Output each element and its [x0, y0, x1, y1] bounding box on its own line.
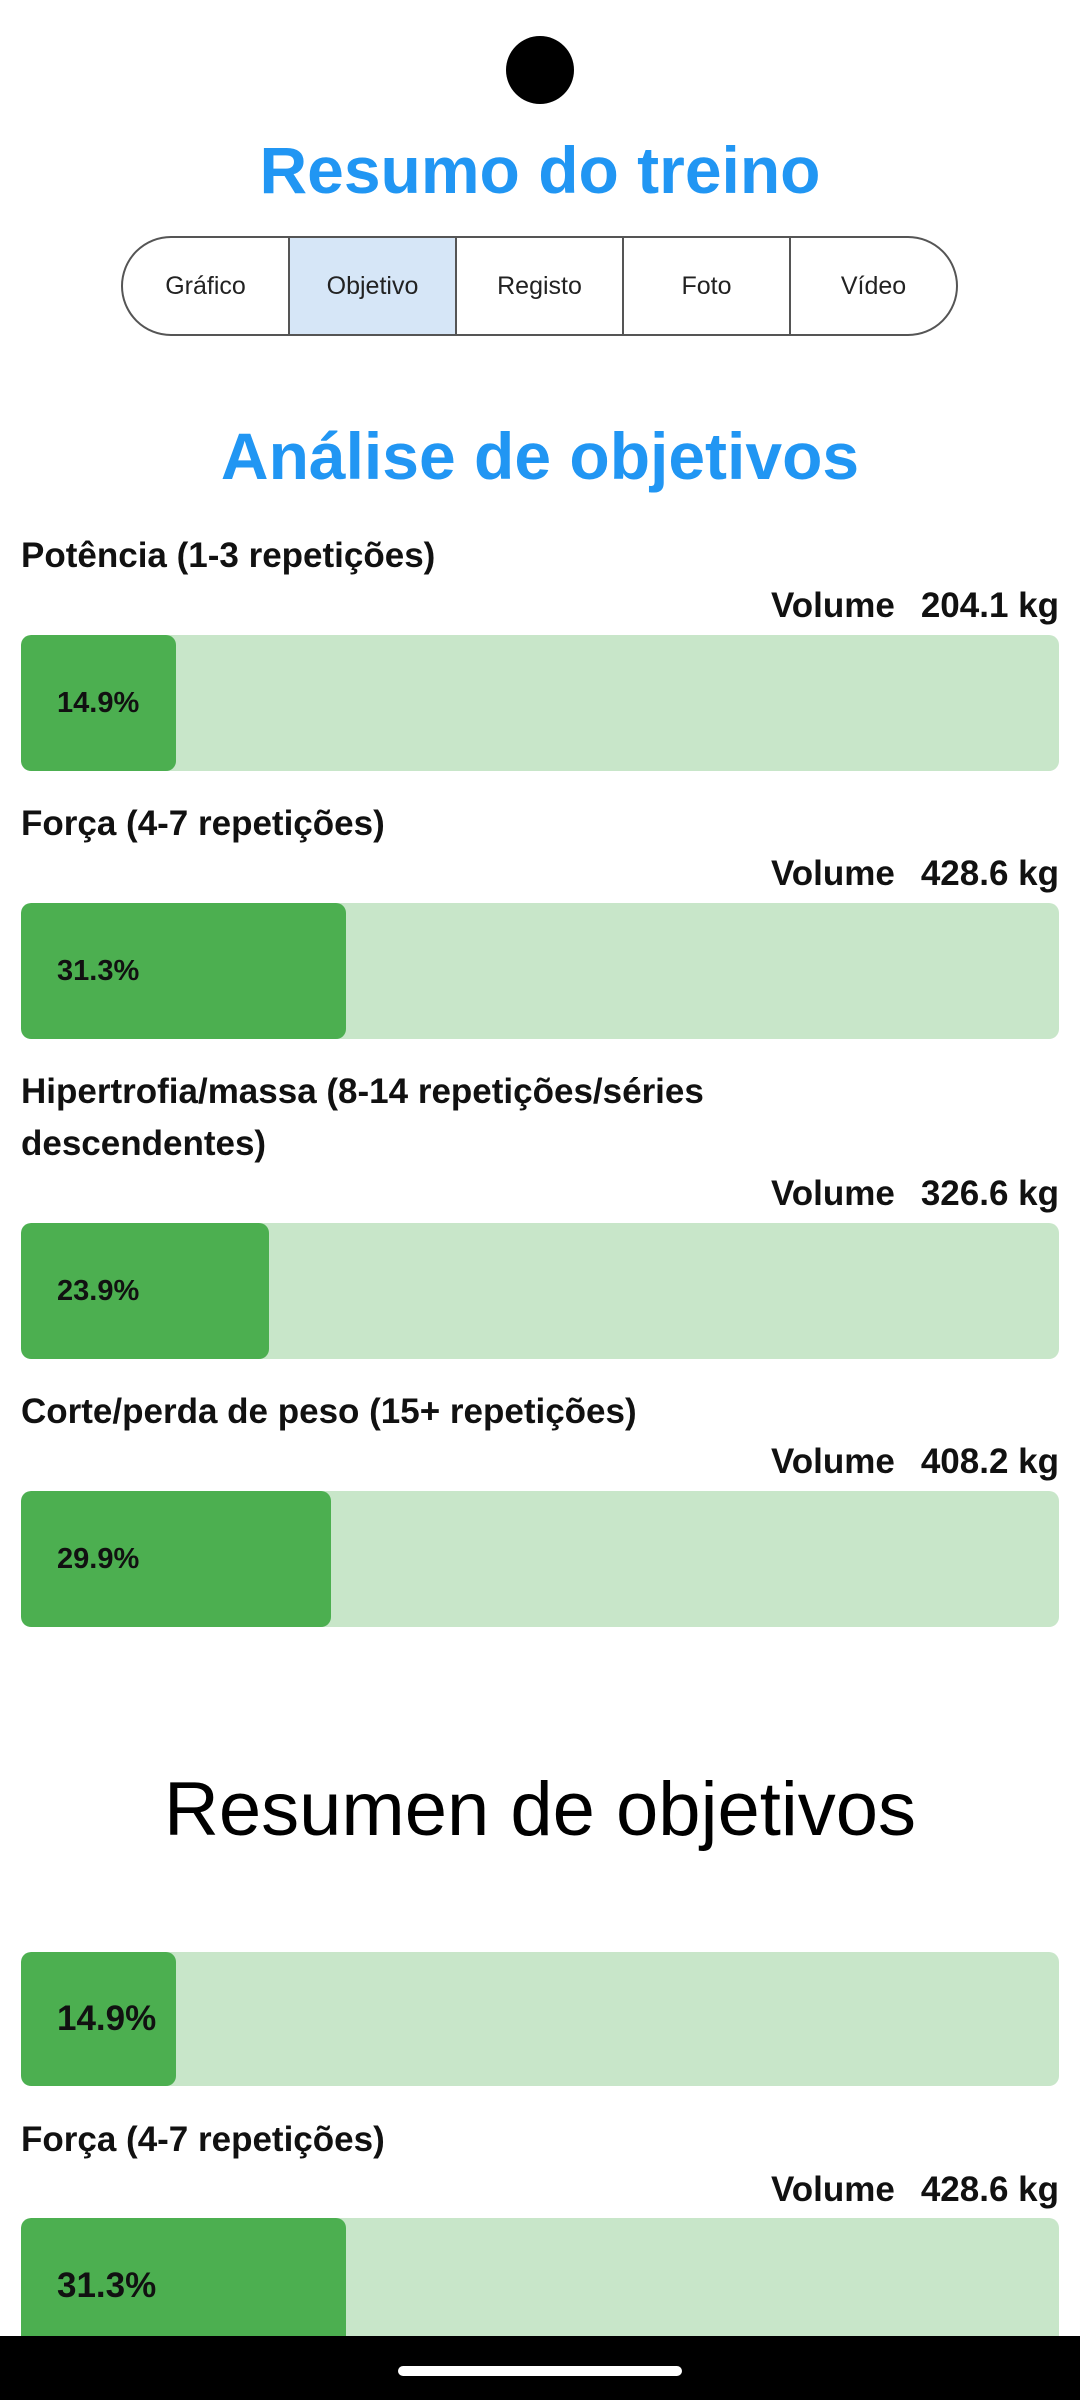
- home-gesture-handle[interactable]: [398, 2366, 682, 2376]
- volume-value: 408.2 kg: [920, 1442, 1059, 1481]
- goal-volume-hipertrofia: Volume 326.6 kg: [771, 1174, 1059, 1214]
- goal-volume-potencia: Volume 204.1 kg: [771, 586, 1059, 626]
- goal-progress-fill: [21, 1491, 332, 1627]
- volume-label: Volume: [771, 854, 895, 893]
- summary-label-forca: Força (4-7 repetições): [21, 2120, 385, 2159]
- analysis-title: Análise de objetivos: [220, 419, 860, 493]
- volume-label: Volume: [771, 2170, 895, 2209]
- goal-progress-fill: [21, 1223, 270, 1359]
- goal-label-hipertrofia: Hipertrofia/massa (8-14 repetições/série…: [21, 1072, 704, 1163]
- volume-value: 204.1 kg: [920, 586, 1059, 625]
- summary-title: Resumen de objetivos: [164, 1767, 916, 1852]
- volume-value: 428.6 kg: [920, 854, 1059, 893]
- volume-value: 428.6 kg: [920, 2170, 1059, 2209]
- goal-volume-forca: Volume 428.6 kg: [771, 854, 1059, 894]
- summary-volume-forca: Volume 428.6 kg: [771, 2170, 1059, 2210]
- volume-label: Volume: [771, 1174, 895, 1213]
- volume-label: Volume: [771, 586, 895, 625]
- summary-percent-text: 31.3%: [57, 2266, 157, 2305]
- volume-label: Volume: [771, 1442, 895, 1481]
- goal-label-potencia: Potência (1-3 repetições): [21, 536, 436, 575]
- goal-percent-text: 29.9%: [57, 1542, 140, 1575]
- goal-volume-corte: Volume 408.2 kg: [771, 1442, 1059, 1482]
- summary-progress-fill: [21, 2218, 346, 2354]
- system-navigation-bar: [0, 2336, 1080, 2400]
- summary-progress-fill: [21, 1952, 176, 2086]
- tab-registo[interactable]: Registo: [455, 238, 622, 334]
- summary-progress-bar: 14.9%: [21, 1952, 1059, 2086]
- goal-progress-fill: [21, 635, 176, 771]
- volume-value: 326.6 kg: [920, 1174, 1059, 1213]
- tab-grafico[interactable]: Gráfico: [165, 271, 246, 300]
- goal-progress-bar: 29.9%: [21, 1491, 1059, 1627]
- goal-progress-bar: 14.9%: [21, 635, 1059, 771]
- app-title: Resumo do treino: [259, 133, 821, 207]
- summary-percent-text: 14.9%: [57, 1999, 157, 2038]
- goal-percent-text: 14.9%: [57, 686, 140, 719]
- tab-foto[interactable]: Foto: [622, 238, 789, 334]
- goal-percent-text: 23.9%: [57, 1274, 140, 1307]
- goal-label-forca: Força (4-7 repetições): [21, 804, 385, 843]
- tab-bar: Gráfico Objetivo Registo Foto Vídeo: [121, 236, 958, 336]
- goal-progress-bar: 31.3%: [21, 903, 1059, 1039]
- goal-label-corte: Corte/perda de peso (15+ repetições): [21, 1392, 637, 1431]
- goal-progress-bar: 23.9%: [21, 1223, 1059, 1359]
- camera-cutout: [506, 36, 574, 104]
- tab-objetivo[interactable]: Objetivo: [288, 238, 455, 334]
- goal-percent-text: 31.3%: [57, 954, 140, 987]
- goal-progress-fill: [21, 903, 346, 1039]
- tab-video[interactable]: Vídeo: [789, 238, 956, 334]
